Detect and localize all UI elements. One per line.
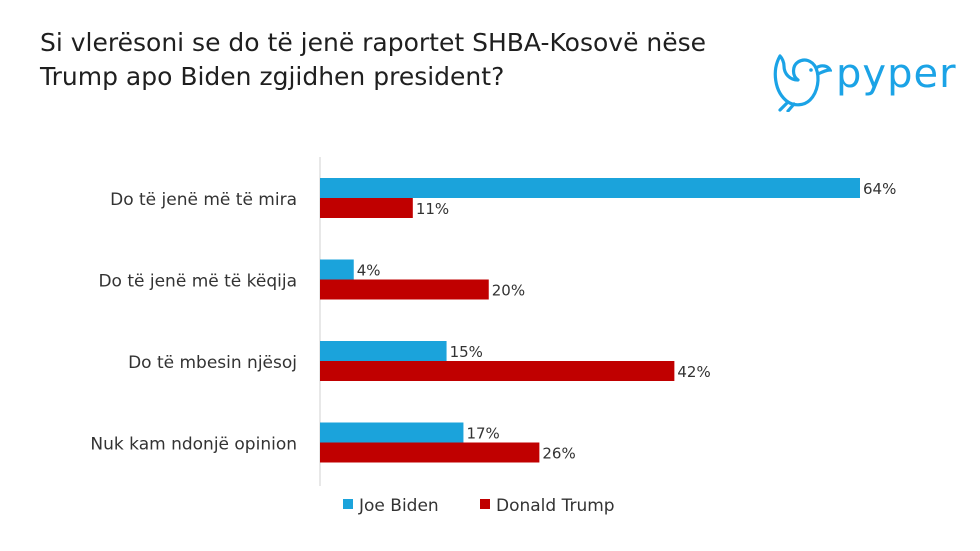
legend-label: Joe Biden — [358, 496, 439, 516]
logo-text: pyper — [836, 51, 957, 97]
title-line-2: Trump apo Biden zgjidhen president? — [40, 62, 505, 91]
data-label: 11% — [416, 200, 449, 218]
data-label: 42% — [677, 363, 710, 381]
legend-label: Donald Trump — [496, 496, 615, 516]
data-label: 26% — [542, 445, 575, 463]
data-label: 64% — [863, 180, 896, 198]
data-label: 15% — [450, 343, 483, 361]
bar-biden — [320, 341, 447, 361]
category-label: Nuk kam ndonjë opinion — [90, 435, 297, 455]
bar-trump — [320, 198, 413, 218]
pyper-logo: pyper — [770, 48, 970, 112]
bar-trump — [320, 279, 489, 300]
category-label: Do të jenë më të mira — [110, 190, 297, 210]
bar-trump — [320, 361, 675, 381]
legend-swatch — [480, 499, 490, 509]
bar-trump — [320, 442, 540, 463]
data-label: 17% — [466, 425, 499, 443]
bar-biden — [320, 259, 354, 280]
bar-biden — [320, 178, 860, 198]
bar-biden — [320, 422, 464, 443]
title-line-1: Si vlerësoni se do të jenë raportet SHBA… — [40, 28, 707, 57]
bird-icon — [773, 54, 832, 112]
data-label: 20% — [492, 282, 525, 300]
category-label: Do të jenë më të këqija — [98, 272, 297, 292]
category-label: Do të mbesin njësoj — [128, 353, 297, 373]
legend-swatch — [343, 499, 353, 509]
chart-title: Si vlerësoni se do të jenë raportet SHBA… — [40, 26, 740, 94]
data-label: 4% — [357, 262, 381, 280]
